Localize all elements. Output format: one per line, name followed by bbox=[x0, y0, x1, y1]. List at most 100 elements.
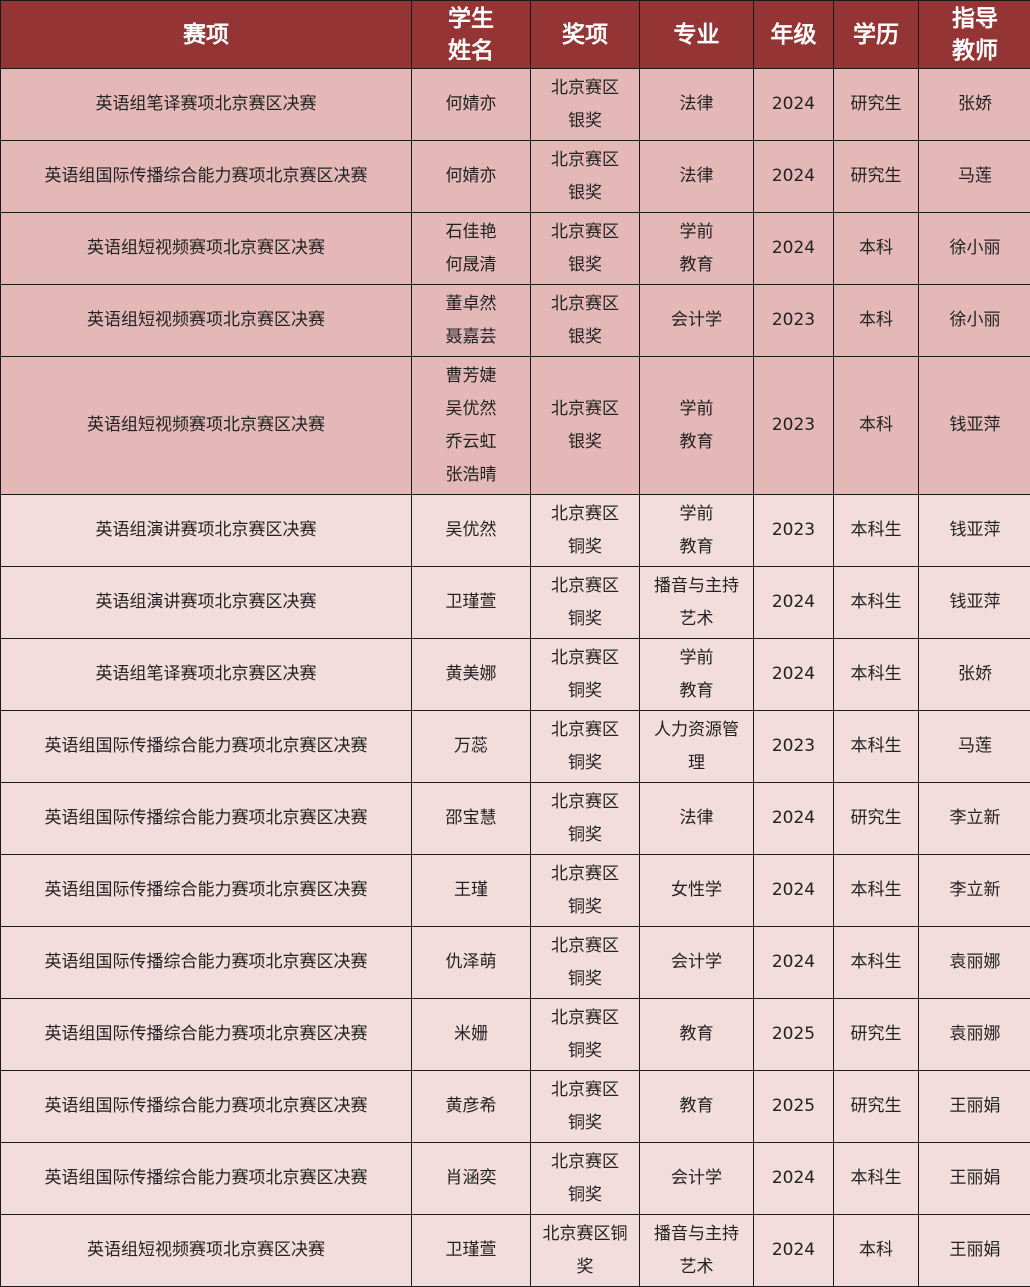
student-names-cell: 卫瑾萱 bbox=[412, 567, 531, 639]
award-cell: 北京赛区 铜奖 bbox=[531, 1071, 640, 1143]
student-names-cell: 黄美娜 bbox=[412, 639, 531, 711]
student-names-cell: 王瑾 bbox=[412, 855, 531, 927]
table-row: 英语组短视频赛项北京赛区决赛曹芳婕 吴优然 乔云虹 张浩晴北京赛区 银奖学前 教… bbox=[1, 357, 1030, 495]
degree-cell: 本科 bbox=[834, 213, 919, 285]
grade-cell: 2023 bbox=[754, 285, 834, 357]
major-cell: 女性学 bbox=[640, 855, 754, 927]
teacher-cell: 王丽娟 bbox=[919, 1071, 1030, 1143]
event-cell: 英语组国际传播综合能力赛项北京赛区决赛 bbox=[1, 783, 412, 855]
degree-cell: 本科生 bbox=[834, 639, 919, 711]
teacher-cell: 钱亚萍 bbox=[919, 357, 1030, 495]
student-names-cell: 吴优然 bbox=[412, 495, 531, 567]
grade-cell: 2023 bbox=[754, 711, 834, 783]
event-cell: 英语组国际传播综合能力赛项北京赛区决赛 bbox=[1, 855, 412, 927]
student-names-cell: 董卓然 聂嘉芸 bbox=[412, 285, 531, 357]
teacher-cell: 钱亚萍 bbox=[919, 495, 1030, 567]
award-cell: 北京赛区 铜奖 bbox=[531, 567, 640, 639]
header-row: 赛项 学生 姓名 奖项 专业 年级 学历 指导 教师 bbox=[1, 1, 1030, 69]
teacher-cell: 李立新 bbox=[919, 783, 1030, 855]
event-cell: 英语组国际传播综合能力赛项北京赛区决赛 bbox=[1, 1143, 412, 1215]
event-cell: 英语组国际传播综合能力赛项北京赛区决赛 bbox=[1, 141, 412, 213]
teacher-cell: 马莲 bbox=[919, 711, 1030, 783]
degree-cell: 本科生 bbox=[834, 567, 919, 639]
award-cell: 北京赛区 铜奖 bbox=[531, 711, 640, 783]
student-names-cell: 万蕊 bbox=[412, 711, 531, 783]
student-names-cell: 曹芳婕 吴优然 乔云虹 张浩晴 bbox=[412, 357, 531, 495]
major-cell: 会计学 bbox=[640, 1143, 754, 1215]
award-cell: 北京赛区 银奖 bbox=[531, 69, 640, 141]
award-cell: 北京赛区 银奖 bbox=[531, 357, 640, 495]
grade-cell: 2024 bbox=[754, 639, 834, 711]
award-cell: 北京赛区 铜奖 bbox=[531, 783, 640, 855]
major-cell: 学前 教育 bbox=[640, 213, 754, 285]
event-cell: 英语组短视频赛项北京赛区决赛 bbox=[1, 357, 412, 495]
grade-cell: 2024 bbox=[754, 141, 834, 213]
major-cell: 人力资源管 理 bbox=[640, 711, 754, 783]
major-cell: 教育 bbox=[640, 999, 754, 1071]
teacher-cell: 徐小丽 bbox=[919, 285, 1030, 357]
teacher-cell: 徐小丽 bbox=[919, 213, 1030, 285]
award-cell: 北京赛区铜 奖 bbox=[531, 1215, 640, 1287]
grade-cell: 2024 bbox=[754, 69, 834, 141]
header-grade: 年级 bbox=[754, 1, 834, 69]
major-cell: 会计学 bbox=[640, 285, 754, 357]
grade-cell: 2024 bbox=[754, 213, 834, 285]
degree-cell: 研究生 bbox=[834, 69, 919, 141]
event-cell: 英语组演讲赛项北京赛区决赛 bbox=[1, 495, 412, 567]
teacher-cell: 钱亚萍 bbox=[919, 567, 1030, 639]
header-major: 专业 bbox=[640, 1, 754, 69]
event-cell: 英语组短视频赛项北京赛区决赛 bbox=[1, 1215, 412, 1287]
header-event: 赛项 bbox=[1, 1, 412, 69]
degree-cell: 本科 bbox=[834, 357, 919, 495]
degree-cell: 本科生 bbox=[834, 495, 919, 567]
header-degree: 学历 bbox=[834, 1, 919, 69]
student-names-cell: 卫瑾萱 bbox=[412, 1215, 531, 1287]
event-cell: 英语组笔译赛项北京赛区决赛 bbox=[1, 639, 412, 711]
major-cell: 教育 bbox=[640, 1071, 754, 1143]
grade-cell: 2025 bbox=[754, 999, 834, 1071]
teacher-cell: 袁丽娜 bbox=[919, 927, 1030, 999]
major-cell: 学前 教育 bbox=[640, 357, 754, 495]
award-cell: 北京赛区 银奖 bbox=[531, 213, 640, 285]
degree-cell: 研究生 bbox=[834, 141, 919, 213]
grade-cell: 2024 bbox=[754, 1143, 834, 1215]
event-cell: 英语组国际传播综合能力赛项北京赛区决赛 bbox=[1, 1071, 412, 1143]
teacher-cell: 袁丽娜 bbox=[919, 999, 1030, 1071]
degree-cell: 研究生 bbox=[834, 1071, 919, 1143]
grade-cell: 2024 bbox=[754, 783, 834, 855]
major-cell: 学前 教育 bbox=[640, 639, 754, 711]
teacher-cell: 王丽娟 bbox=[919, 1143, 1030, 1215]
event-cell: 英语组国际传播综合能力赛项北京赛区决赛 bbox=[1, 711, 412, 783]
award-cell: 北京赛区 铜奖 bbox=[531, 999, 640, 1071]
header-student-name: 学生 姓名 bbox=[412, 1, 531, 69]
degree-cell: 本科生 bbox=[834, 855, 919, 927]
teacher-cell: 王丽娟 bbox=[919, 1215, 1030, 1287]
major-cell: 播音与主持 艺术 bbox=[640, 567, 754, 639]
award-cell: 北京赛区 铜奖 bbox=[531, 495, 640, 567]
degree-cell: 研究生 bbox=[834, 783, 919, 855]
event-cell: 英语组国际传播综合能力赛项北京赛区决赛 bbox=[1, 999, 412, 1071]
degree-cell: 本科生 bbox=[834, 927, 919, 999]
teacher-cell: 马莲 bbox=[919, 141, 1030, 213]
student-names-cell: 肖涵奕 bbox=[412, 1143, 531, 1215]
student-names-cell: 何婧亦 bbox=[412, 69, 531, 141]
major-cell: 会计学 bbox=[640, 927, 754, 999]
grade-cell: 2024 bbox=[754, 567, 834, 639]
event-cell: 英语组国际传播综合能力赛项北京赛区决赛 bbox=[1, 927, 412, 999]
major-cell: 播音与主持 艺术 bbox=[640, 1215, 754, 1287]
award-cell: 北京赛区 银奖 bbox=[531, 285, 640, 357]
degree-cell: 研究生 bbox=[834, 999, 919, 1071]
header-teacher: 指导 教师 bbox=[919, 1, 1030, 69]
